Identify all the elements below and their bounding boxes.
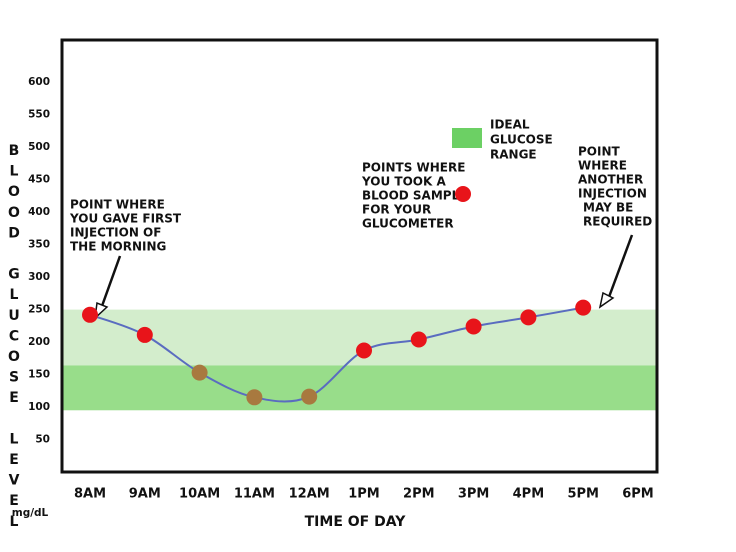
glucose-line [89, 306, 584, 403]
sample-point [520, 309, 537, 326]
y-tick-label: 200 [28, 336, 50, 348]
sample-point [246, 389, 263, 406]
sample-point [356, 342, 372, 359]
y-tick-label: 150 [28, 369, 50, 381]
legend-swatch [452, 128, 482, 148]
sample-point [82, 306, 98, 323]
legend-label: IDEAL [490, 118, 530, 132]
y-tick-label: 500 [28, 141, 50, 153]
legend-label: GLUCOSE [490, 133, 553, 147]
legend: IDEAL GLUCOSE RANGE [490, 118, 553, 162]
annotation-line: POINT WHERE [70, 198, 165, 212]
annotation-line: REQUIRED [583, 215, 652, 229]
y-tick-label: 100 [28, 401, 50, 413]
arrow-shaft [607, 234, 634, 298]
annotation: POINT WHERE ANOTHER INJECTION MAY BE REQ… [578, 145, 652, 229]
x-tick-label: 9AM [129, 487, 161, 502]
annotation-line: FOR YOUR [362, 203, 431, 217]
sample-point [410, 331, 427, 348]
annotation-line: WHERE [578, 159, 627, 173]
x-tick-label: 11AM [234, 487, 275, 502]
y-tick-label: 450 [28, 174, 50, 186]
annotation: POINT WHERE YOU GAVE FIRST INJECTION OF … [69, 198, 182, 254]
annotation-line: YOU TOOK A [361, 175, 446, 189]
annotation-line: INJECTION [578, 187, 647, 201]
y-unit: mg/dL [12, 507, 49, 519]
sample-point [575, 299, 592, 316]
annotation-line: GLUCOMETER [362, 217, 454, 231]
x-tick-label: 12AM [289, 487, 330, 502]
annotation-line: BLOOD SAMPLE [362, 189, 467, 203]
annotation-line: MAY BE [583, 201, 633, 215]
x-tick-label: 4PM [513, 487, 545, 502]
arrow-head [598, 291, 615, 309]
sample-point [191, 364, 208, 381]
sample-point [136, 326, 153, 343]
annotation-line: THE MORNING [70, 240, 166, 254]
y-tick-label: 300 [28, 271, 50, 283]
sample-point [465, 318, 482, 335]
x-tick-label: 10AM [179, 487, 220, 502]
arrow-shaft [100, 255, 122, 307]
annotation-line: YOU GAVE FIRST [69, 212, 182, 226]
y-tick-label: 50 [35, 434, 50, 446]
x-tick-label: 1PM [348, 487, 380, 502]
y-tick-label: 400 [28, 206, 50, 218]
y-tick-label: 550 [28, 109, 50, 121]
annotation-line: ANOTHER [578, 173, 643, 187]
x-tick-label: 8AM [74, 487, 106, 502]
x-tick-label: 6PM [622, 487, 654, 502]
x-tick-label: 3PM [458, 487, 490, 502]
y-tick-label: 250 [28, 304, 50, 316]
y-tick-label: 600 [28, 76, 50, 88]
annotation-line: INJECTION OF [70, 226, 161, 240]
x-axis-label: TIME OF DAY [305, 514, 407, 530]
y-axis-label: BLOOD GLUCOSE LEVEL [6, 143, 22, 534]
x-tick-label: 2PM [403, 487, 435, 502]
range-band [62, 365, 657, 411]
sample-legend-dot [455, 186, 471, 202]
plot-frame [60, 38, 659, 474]
annotation: POINTS WHERE YOU TOOK A BLOOD SAMPLE FOR… [361, 161, 467, 231]
annotation-line: POINTS WHERE [362, 161, 465, 175]
annotation-line: POINT [578, 145, 621, 159]
sample-point [301, 388, 318, 405]
legend-label: RANGE [490, 148, 537, 162]
x-tick-label: 5PM [567, 487, 599, 502]
bands [62, 309, 657, 411]
y-tick-label: 350 [28, 239, 50, 251]
